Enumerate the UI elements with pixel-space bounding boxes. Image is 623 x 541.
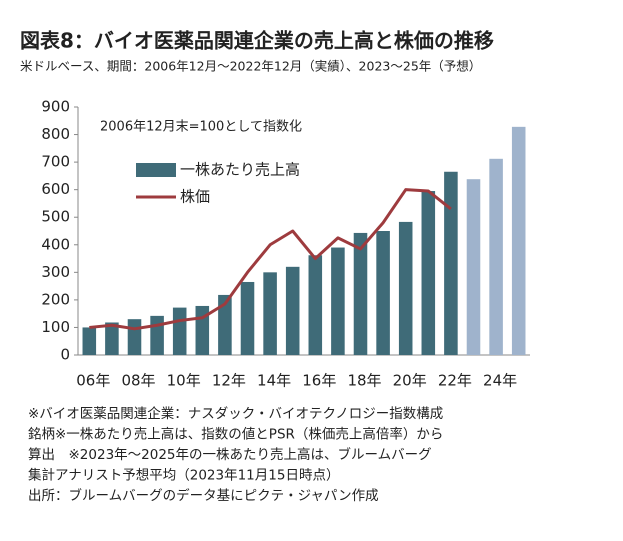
legend-label: 株価 bbox=[180, 188, 210, 206]
x-tick-label: 10年 bbox=[167, 372, 201, 390]
y-tick-label: 100 bbox=[41, 318, 70, 336]
x-tick-label: 14年 bbox=[257, 372, 291, 390]
x-tick-label: 08年 bbox=[121, 372, 155, 390]
y-tick-label: 900 bbox=[41, 98, 70, 116]
note: 出所：ブルームバーグのデータ基にピクテ・ジャパン作成 bbox=[28, 487, 379, 504]
note: 算出 ※2023年～2025年の一株あたり売上高は、ブルームバーグ bbox=[28, 446, 432, 463]
bar bbox=[444, 171, 458, 355]
bar bbox=[398, 221, 413, 355]
bar bbox=[421, 191, 436, 355]
y-tick-label: 200 bbox=[41, 290, 70, 308]
bar bbox=[263, 272, 277, 355]
bar bbox=[353, 232, 368, 355]
annotation: 2006年12月末=100として指数化 bbox=[100, 120, 302, 135]
note: ※バイオ医薬品関連企業：ナスダック・バイオテクノロジー指数構成 bbox=[28, 405, 443, 422]
x-tick-label: 18年 bbox=[347, 372, 381, 390]
note: 集計アナリスト予想平均（2023年11月15日時点） bbox=[28, 468, 339, 484]
note: 銘柄※一株あたり売上高は、指数の値とPSR（株価売上高倍率）から bbox=[28, 426, 443, 443]
x-tick-label: 20年 bbox=[393, 372, 427, 390]
bar bbox=[172, 307, 187, 355]
y-tick-label: 500 bbox=[41, 208, 70, 226]
x-tick-label: 24年 bbox=[483, 372, 517, 390]
bar bbox=[285, 266, 300, 355]
x-tick-label: 12年 bbox=[212, 372, 246, 390]
bar bbox=[489, 158, 503, 355]
line bbox=[89, 188, 452, 331]
bar bbox=[105, 322, 119, 355]
bar bbox=[308, 255, 323, 355]
legend-swatch bbox=[136, 163, 176, 177]
y-tick-label: 600 bbox=[41, 180, 70, 198]
y-tick-label: 800 bbox=[41, 125, 70, 143]
bar bbox=[82, 327, 97, 355]
y-tick-label: 700 bbox=[41, 153, 70, 171]
y-tick-label: 400 bbox=[41, 235, 70, 253]
bar bbox=[466, 179, 481, 355]
y-tick-label: 300 bbox=[41, 263, 70, 281]
chart-title: 図表8：バイオ医薬品関連企業の売上高と株価の推移 bbox=[20, 29, 494, 53]
bar bbox=[376, 231, 390, 355]
x-tick-label: 06年 bbox=[76, 372, 110, 390]
bar bbox=[150, 315, 164, 355]
bar bbox=[331, 247, 345, 355]
y-tick-label: 0 bbox=[60, 346, 70, 364]
bar bbox=[511, 126, 526, 355]
x-tick-label: 22年 bbox=[438, 372, 472, 390]
bar bbox=[127, 319, 142, 355]
bar bbox=[218, 294, 232, 355]
x-tick-label: 16年 bbox=[302, 372, 336, 390]
legend-label: 一株あたり売上高 bbox=[180, 161, 300, 179]
chart-subtitle: 米ドルベース、期間：2006年12月～2022年12月（実績）、2023～25年… bbox=[20, 59, 481, 74]
bar bbox=[240, 281, 255, 355]
